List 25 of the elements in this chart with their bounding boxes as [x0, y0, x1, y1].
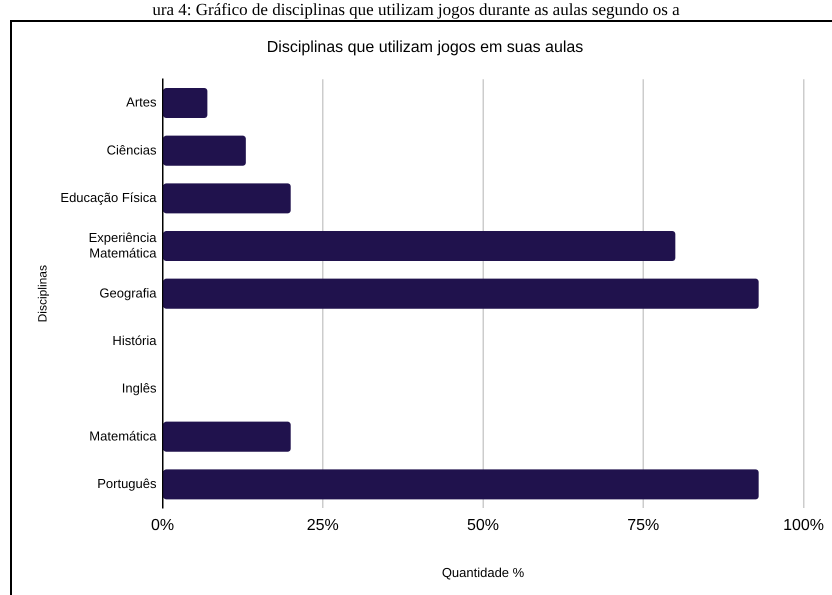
- y-tick-label: Artes: [126, 94, 157, 110]
- bar: [163, 136, 246, 166]
- y-tick-label: Ciências: [106, 142, 157, 158]
- y-tick-label: Experiência Matemática: [88, 230, 158, 260]
- bar: [163, 422, 291, 452]
- bar: [163, 278, 759, 309]
- x-tick-label: 100%: [783, 517, 824, 534]
- x-axis-title: Quantidade %: [442, 564, 525, 580]
- chart-title: Disciplinas que utilizam jogos em suas aulas: [266, 39, 584, 56]
- y-axis-title: Disciplinas: [36, 265, 50, 322]
- bar: [163, 231, 676, 262]
- y-tick-label: Português: [97, 476, 157, 491]
- x-tick-label: 0%: [150, 517, 174, 534]
- y-tick-label: História: [112, 332, 158, 348]
- x-tick-label: 50%: [467, 517, 500, 534]
- y-tick-label: Educação Física: [60, 190, 158, 205]
- y-tick-label: Matemática: [89, 428, 158, 444]
- x-tick-label: 75%: [627, 517, 660, 534]
- y-tick-label: Inglês: [122, 380, 157, 396]
- x-tick-label: 25%: [306, 517, 339, 534]
- text: ura 4: Gráfico de disciplinas que utilizam jogos durante as aulas segundo os a: [151, 0, 681, 19]
- bar: [163, 469, 759, 500]
- bar: [163, 183, 291, 214]
- bar: [163, 88, 208, 118]
- y-tick-label: Geografia: [99, 285, 158, 300]
